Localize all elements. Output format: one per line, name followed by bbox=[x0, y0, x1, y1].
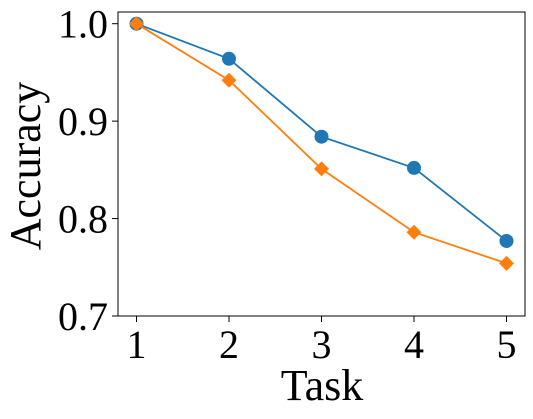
x-tick-label: 2 bbox=[219, 322, 239, 367]
plot-series bbox=[129, 16, 514, 271]
data-point bbox=[129, 16, 144, 32]
data-point bbox=[407, 160, 421, 175]
data-point bbox=[222, 51, 236, 66]
x-axis-ticks: 1 2 3 4 5 bbox=[127, 316, 517, 367]
data-point bbox=[499, 233, 514, 248]
data-point bbox=[406, 224, 422, 240]
y-axis-ticks: 0.7 0.8 0.9 1.0 bbox=[58, 2, 118, 339]
y-tick-label: 0.9 bbox=[58, 99, 108, 144]
y-tick-label: 0.7 bbox=[58, 294, 108, 339]
data-point bbox=[221, 72, 237, 88]
x-tick-label: 3 bbox=[312, 322, 332, 367]
y-tick-label: 1.0 bbox=[58, 2, 108, 47]
y-axis-title: Accuracy bbox=[1, 82, 50, 251]
data-point bbox=[314, 161, 329, 177]
x-tick-label: 1 bbox=[127, 322, 147, 367]
y-tick-label: 0.8 bbox=[58, 197, 108, 242]
x-axis-title: Task bbox=[281, 361, 363, 410]
x-tick-label: 4 bbox=[404, 322, 424, 367]
series-2 bbox=[129, 16, 514, 271]
data-point bbox=[499, 255, 514, 271]
x-tick-label: 5 bbox=[497, 322, 517, 367]
data-point bbox=[314, 129, 329, 144]
